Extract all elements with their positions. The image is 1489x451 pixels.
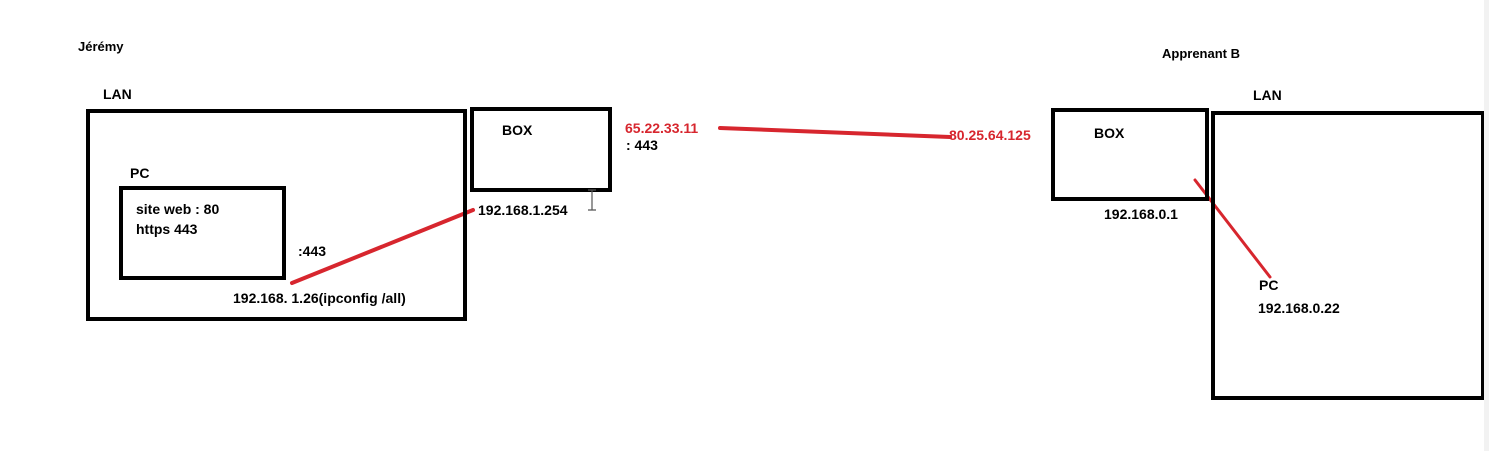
left-pc-label: PC	[130, 165, 150, 181]
right-pc-ip: 192.168.0.22	[1258, 300, 1340, 316]
left-pc-ip-note: (ipconfig /all)	[318, 290, 406, 306]
right-box-label: BOX	[1094, 125, 1125, 141]
left-pc-ip-prefix: 192.168.	[233, 290, 288, 306]
right-pc-label: PC	[1259, 277, 1279, 293]
service-line-1: site web : 80	[136, 201, 220, 217]
window-edge	[1484, 0, 1489, 451]
right-lan-box	[1211, 111, 1485, 400]
left-box-wan-port: : 443	[626, 137, 658, 153]
left-box-wan-ip: 65.22.33.11	[625, 120, 699, 136]
pc-to-box-link-left	[290, 208, 475, 285]
pc-port-label: :443	[298, 243, 327, 259]
service-line-2: https 443	[136, 221, 198, 237]
left-pc-box	[119, 186, 286, 280]
left-pc-ip-suffix: 1.26	[291, 290, 319, 306]
wan-link	[718, 126, 952, 139]
right-box-wan-ip: 80.25.64.125	[949, 127, 1031, 143]
text-cursor-icon	[588, 189, 596, 211]
left-owner-label: Jérémy	[78, 39, 124, 54]
right-lan-label: LAN	[1253, 87, 1282, 103]
left-box-label: BOX	[502, 122, 533, 138]
left-lan-label: LAN	[103, 86, 132, 102]
right-box-lan-ip: 192.168.0.1	[1104, 206, 1178, 222]
right-owner-label: Apprenant B	[1162, 46, 1240, 61]
left-box-router	[470, 107, 612, 192]
left-pc-ip: 192.168. 1.26(ipconfig /all)	[233, 290, 406, 307]
left-lan-box	[86, 109, 467, 321]
right-box-router	[1051, 108, 1209, 201]
left-box-lan-ip: 192.168.1.254	[478, 202, 568, 218]
